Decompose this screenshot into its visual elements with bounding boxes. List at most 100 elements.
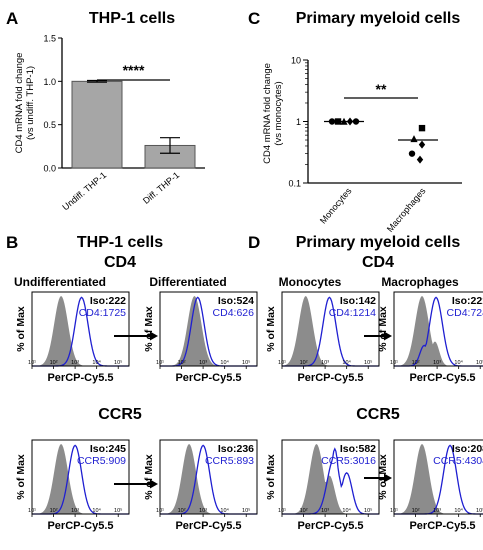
- isotype-histogram: [282, 296, 379, 366]
- isotype-mfi: Iso:245: [90, 443, 126, 455]
- x-tick-label: 10²: [412, 360, 420, 366]
- isotype-mfi: Iso:582: [340, 443, 376, 455]
- transition-arrow: [114, 479, 158, 489]
- x-tick-label: 10¹: [390, 360, 398, 366]
- x-tick-label: 10²: [178, 360, 186, 366]
- x-tick-label: 10³: [321, 508, 329, 514]
- panel-b-cd4-heading: CD4: [104, 254, 136, 271]
- plot-frame: [159, 439, 258, 515]
- arrow-head: [384, 331, 392, 341]
- panel-a-bar-chart: 0.0 0.5 1.0 1.5 CD4 mRNA fold change (vs undi…: [14, 34, 205, 213]
- y-axis-label: % of Max: [143, 306, 155, 352]
- y-tick-label: 10: [291, 56, 301, 66]
- x-tick-label: 10²: [412, 508, 420, 514]
- x-tick-label: 10⁴: [92, 359, 101, 366]
- x-axis-label: PerCP-Cy5.5: [409, 372, 475, 384]
- x-tick-label: 10⁵: [476, 507, 483, 514]
- stain-mfi: CD4:724: [447, 307, 483, 319]
- y-axis-label: % of Max: [377, 306, 389, 352]
- x-tick-label: 10⁴: [342, 507, 351, 514]
- x-tick-label: 10⁴: [342, 359, 351, 366]
- panel-b-ccr5-heading: CCR5: [98, 406, 142, 423]
- y-tick-label: 0.5: [43, 120, 56, 130]
- isotype-mfi: Iso:236: [218, 443, 254, 455]
- isotype-histogram: [32, 296, 129, 366]
- y-tick-label: 1.5: [43, 34, 56, 44]
- transition-arrow: [364, 473, 392, 483]
- x-tick-label: 10³: [199, 508, 207, 514]
- transition-arrow: [364, 331, 392, 341]
- x-tick-label: 10³: [321, 360, 329, 366]
- data-point: [408, 150, 416, 157]
- y-axis-label: % of Max: [377, 454, 389, 500]
- plot-frame: [393, 291, 483, 367]
- isotype-histogram: [394, 296, 483, 366]
- x-axis-label: PerCP-Cy5.5: [297, 520, 363, 532]
- stain-mfi: CD4:626: [213, 307, 255, 319]
- x-axis-label: PerCP-Cy5.5: [297, 372, 363, 384]
- panel-d-title: Primary myeloid cells: [296, 234, 461, 251]
- x-tick-label: 10⁵: [364, 507, 372, 514]
- panel-c-title: Primary myeloid cells: [296, 10, 461, 27]
- x-tick-label: 10¹: [390, 508, 398, 514]
- panel-d-cd4-heading: CD4: [362, 254, 394, 271]
- x-tick-label: 10⁴: [92, 507, 101, 514]
- x-tick-label: 10²: [300, 360, 308, 366]
- y-axis-label: % of Max: [143, 454, 155, 500]
- y-axis-label: % of Max: [265, 454, 277, 500]
- x-tick-label: Monocytes: [318, 185, 354, 225]
- x-tick-label: 10²: [50, 508, 58, 514]
- x-axis-label: PerCP-Cy5.5: [409, 520, 475, 532]
- stain-mfi: CD4:1725: [79, 307, 126, 319]
- plot-frame: [393, 439, 483, 515]
- y-tick-label: 1: [296, 117, 301, 127]
- arrow-head: [384, 473, 392, 483]
- isotype-mfi: Iso:208: [452, 443, 483, 455]
- y-axis-label: (vs monocytes): [273, 81, 284, 145]
- x-tick-label: Diff. THP-1: [141, 170, 181, 206]
- stain-mfi: CD4:1214: [329, 307, 376, 319]
- arrow-head: [150, 331, 158, 341]
- x-tick-label: 10¹: [278, 360, 286, 366]
- stain-mfi: CCR5:3016: [321, 455, 376, 467]
- data-point: [418, 140, 426, 149]
- y-tick-label: 1.0: [43, 77, 56, 87]
- x-axis-label: PerCP-Cy5.5: [47, 372, 113, 384]
- panel-b-col-right: Differentiated: [149, 275, 226, 289]
- x-tick-label: Undiff. THP-1: [60, 170, 108, 213]
- panel-d-col-right: Macrophages: [381, 275, 459, 289]
- plot-frame: [31, 291, 130, 367]
- panel-letter-c: C: [248, 9, 260, 28]
- y-axis-label: CD4 mRNA fold change: [14, 53, 25, 154]
- stain-mfi: CCR5:4304: [433, 455, 483, 467]
- panel-b-col-left: Undifferentiated: [14, 275, 106, 289]
- x-tick-label: 10³: [433, 508, 441, 514]
- significance-label: **: [376, 81, 387, 97]
- x-tick-label: 10¹: [28, 508, 36, 514]
- x-tick-label: 10⁴: [454, 507, 463, 514]
- y-tick-label: 0.1: [288, 179, 301, 189]
- x-axis-label: PerCP-Cy5.5: [175, 520, 241, 532]
- transition-arrow: [114, 331, 158, 341]
- x-tick-label: 10²: [178, 508, 186, 514]
- stain-mfi: CCR5:909: [77, 455, 126, 467]
- arrow-head: [150, 479, 158, 489]
- x-tick-label: Macrophages: [385, 185, 428, 234]
- x-tick-label: 10¹: [28, 360, 36, 366]
- plot-frame: [159, 291, 258, 367]
- panel-a-title: THP-1 cells: [89, 10, 175, 27]
- x-tick-label: 10⁵: [242, 359, 250, 366]
- x-tick-label: 10⁴: [220, 359, 229, 366]
- isotype-histogram: [32, 444, 129, 514]
- isotype-histogram: [160, 444, 257, 514]
- isotype-histogram: [394, 444, 483, 514]
- isotype-mfi: Iso:142: [340, 295, 376, 307]
- x-tick-label: 10³: [71, 508, 79, 514]
- x-tick-label: 10³: [433, 360, 441, 366]
